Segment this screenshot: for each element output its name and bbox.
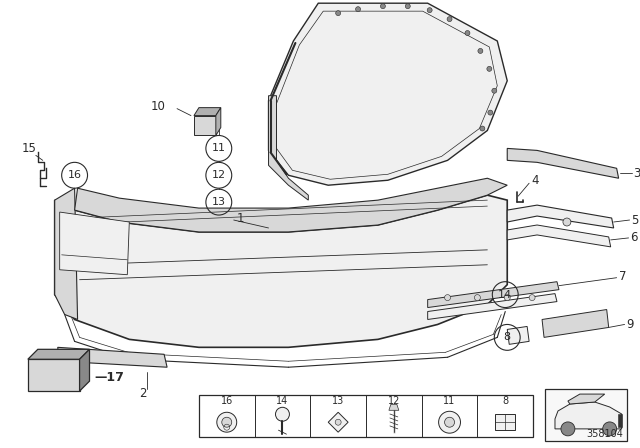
Polygon shape [216,108,221,135]
FancyBboxPatch shape [545,389,627,441]
Circle shape [445,417,454,427]
Text: 14: 14 [498,289,512,300]
Circle shape [480,126,485,131]
Circle shape [380,4,385,9]
Polygon shape [194,108,221,116]
Polygon shape [328,412,348,432]
Text: 16: 16 [68,170,81,180]
Text: 12: 12 [212,170,226,180]
Polygon shape [269,3,508,185]
Circle shape [465,30,470,35]
Text: 10: 10 [150,100,165,113]
Text: 6: 6 [630,232,638,245]
Polygon shape [508,148,619,178]
Polygon shape [269,96,308,200]
Circle shape [438,411,461,433]
Text: 9: 9 [627,318,634,331]
Polygon shape [194,116,216,135]
Polygon shape [555,402,621,429]
Circle shape [222,417,232,427]
Circle shape [356,7,360,12]
Text: 11: 11 [212,143,226,153]
Polygon shape [54,188,77,319]
Circle shape [492,88,497,93]
Circle shape [474,295,481,301]
Text: 13: 13 [332,396,344,406]
Text: 14: 14 [276,396,289,406]
Circle shape [563,218,571,226]
Text: 5: 5 [632,214,639,227]
Circle shape [217,412,237,432]
Text: 3: 3 [634,167,640,180]
Text: 16: 16 [221,396,233,406]
Polygon shape [28,349,90,359]
Text: 2: 2 [140,387,147,400]
Circle shape [427,8,432,13]
Polygon shape [542,310,609,337]
Polygon shape [60,212,129,275]
Polygon shape [28,359,79,391]
Text: 8: 8 [504,332,511,342]
Text: 8: 8 [502,396,508,406]
Circle shape [488,110,493,115]
Circle shape [445,295,451,301]
Text: —17: —17 [95,370,124,383]
Circle shape [447,17,452,22]
Circle shape [335,419,341,425]
Text: 358104: 358104 [587,429,623,439]
Circle shape [335,11,340,16]
Polygon shape [568,394,605,404]
Polygon shape [79,349,90,391]
Circle shape [529,295,535,301]
Circle shape [487,66,492,71]
Polygon shape [428,282,559,307]
Circle shape [275,407,289,421]
Polygon shape [508,225,611,247]
Polygon shape [495,414,515,430]
Text: 15: 15 [22,142,36,155]
Polygon shape [389,404,399,410]
Text: 13: 13 [212,197,226,207]
Polygon shape [618,414,621,427]
Polygon shape [58,347,167,367]
Polygon shape [428,293,557,319]
Text: 1: 1 [237,211,244,224]
Text: 11: 11 [444,396,456,406]
Text: 7: 7 [619,270,626,283]
Text: 4: 4 [531,174,539,187]
Circle shape [504,295,510,301]
Circle shape [478,48,483,53]
Circle shape [405,4,410,9]
Polygon shape [508,205,614,228]
Circle shape [561,422,575,436]
Text: 12: 12 [388,396,400,406]
Polygon shape [508,327,529,345]
Circle shape [603,422,617,436]
Polygon shape [54,195,508,347]
Polygon shape [75,178,508,232]
